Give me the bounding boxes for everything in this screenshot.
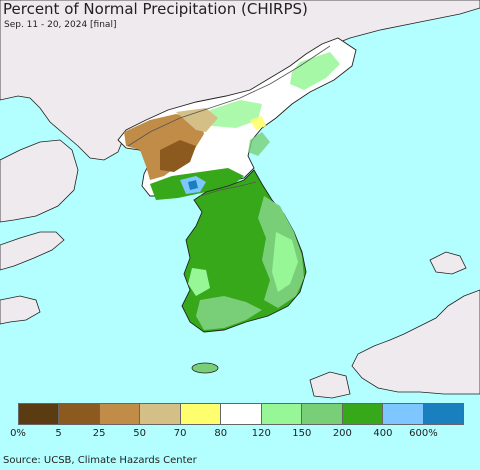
japan-landmass	[351, 289, 480, 395]
legend-tick-label: 120	[251, 428, 271, 439]
legend-swatch	[19, 404, 60, 424]
legend-swatch	[140, 404, 181, 424]
south-korea-lighter-southwest	[188, 268, 210, 296]
legend-tick-label: 80	[214, 428, 228, 439]
legend-swatch	[59, 404, 100, 424]
legend-tick-label: 5	[55, 428, 62, 439]
legend-tick-label: 150	[292, 428, 312, 439]
source-credit: Source: UCSB, Climate Hazards Center	[3, 455, 197, 466]
jeju-island	[191, 362, 219, 374]
legend-swatch	[342, 404, 384, 424]
legend-tick-label: 400	[373, 428, 393, 439]
legend-tick-label: 70	[173, 428, 187, 439]
legend-swatch	[261, 404, 303, 424]
north-korea-mild-dry	[176, 108, 218, 132]
japan-northeast	[429, 251, 467, 275]
legend-tick-label: 200	[332, 428, 352, 439]
legend-tick-label: 50	[133, 428, 146, 439]
china-north-korea-border	[127, 45, 331, 147]
color-legend	[18, 403, 464, 425]
north-korea-very-dry	[160, 140, 196, 172]
china-coast-southwest	[0, 139, 79, 223]
shandong-peninsula	[0, 231, 65, 271]
north-korea-yellow-patch	[250, 116, 266, 130]
legend-swatch	[423, 404, 463, 424]
north-korea-green-north	[290, 52, 340, 90]
north-korea-green-east	[248, 132, 270, 156]
north-korea-dry-west	[124, 114, 204, 180]
legend-swatch	[302, 404, 343, 424]
legend-tick-labels: 0% 5 25 50 70 80 120 150 200 400 600%	[0, 428, 480, 442]
south-korea-light-south	[196, 296, 262, 330]
legend-swatch	[99, 404, 141, 424]
map-subtitle: Sep. 11 - 20, 2024 [final]	[4, 20, 117, 30]
korea-dmz-border	[199, 181, 257, 197]
legend-tick-label: 25	[92, 428, 106, 439]
north-korea-wettest-patch	[188, 180, 198, 190]
legend-tick-label: 600%	[409, 428, 438, 439]
south-korea-lightest-east	[272, 232, 298, 292]
legend-swatch	[221, 404, 262, 424]
china-coast-lower-left	[0, 295, 41, 325]
legend-swatch	[180, 404, 222, 424]
north-korea-green-central	[210, 100, 262, 128]
map-title: Percent of Normal Precipitation (CHIRPS)	[3, 0, 308, 18]
legend-swatch	[383, 404, 424, 424]
legend-tick-label: 0%	[10, 428, 26, 439]
japan-coast-island	[309, 371, 351, 399]
